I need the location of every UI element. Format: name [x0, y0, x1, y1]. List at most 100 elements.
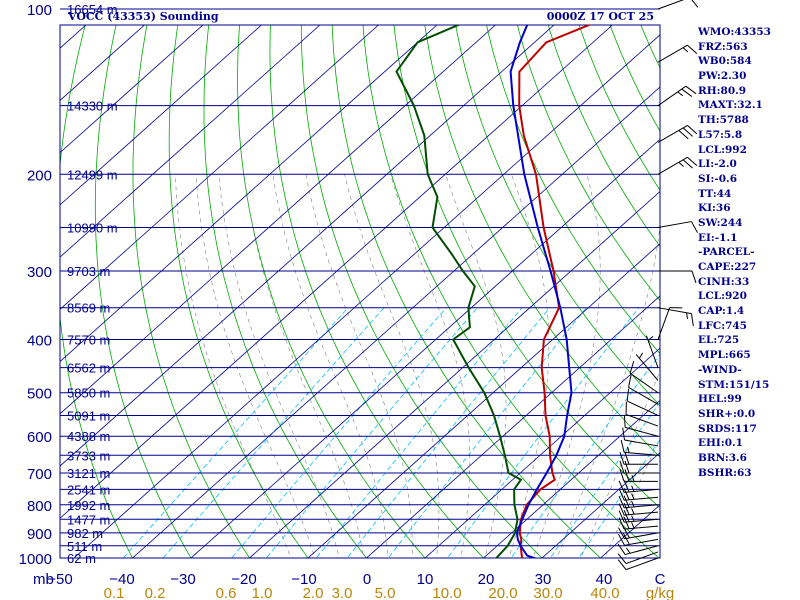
moist-adiabat--2: [218, 174, 340, 558]
isotherm--110: [60, 25, 321, 258]
pressure-unit-label: mb: [33, 571, 54, 588]
isotherm-20: [483, 399, 660, 558]
mixing-ratio-line-0.1: [122, 307, 349, 558]
barb-feather-6-5: [623, 509, 630, 522]
mixing-ratio-label-5: 3.0: [332, 585, 353, 600]
wind-barb-25: [658, 270, 697, 284]
isotherm--20: [249, 190, 660, 558]
barb-half-8: [631, 500, 635, 508]
isotherm-30: [541, 452, 660, 558]
mixing-ratio-label-7: 10.0: [432, 585, 461, 600]
param-21: EL:725: [698, 334, 740, 347]
isotherm--40: [132, 86, 660, 558]
barb-staff-28: [657, 124, 688, 143]
wind-barb-6: [618, 509, 659, 523]
mixing-ratio-line-5: [387, 307, 587, 558]
isotherm--70: [60, 25, 555, 467]
barb-staff-4: [624, 532, 659, 540]
dry-adiabat--20: [132, 25, 250, 558]
barb-feather-27-0: [687, 156, 698, 167]
barb-staff-5: [624, 525, 659, 530]
plot-frame: [59, 24, 661, 559]
mixing-ratio-label-10: 40.0: [590, 585, 619, 600]
pressure-label-700: 700: [27, 466, 52, 483]
mixing-ratio-line-40: [578, 438, 660, 558]
wind-barb-18: [626, 388, 659, 416]
param-28: EHI:0.1: [698, 437, 743, 450]
barb-staff-17: [625, 413, 659, 427]
barb-staff-10: [624, 488, 659, 493]
barb-feather-3-0: [618, 533, 625, 546]
wind-barb-17: [625, 401, 659, 427]
barb-half-11: [631, 475, 635, 482]
param-27: SRDS:117: [698, 422, 757, 435]
barb-staff-14: [624, 451, 659, 456]
mixing-ratio-line-0.2: [162, 307, 385, 558]
barb-feather-24-0: [690, 313, 694, 327]
barb-staff-22: [645, 335, 659, 368]
temp-tick-1: −40: [109, 571, 134, 588]
chart-title: VOCC (43353) Sounding: [68, 10, 219, 23]
wind-barb-28: [657, 124, 698, 143]
param-13: SW:244: [698, 216, 743, 229]
barb-staff-24: [657, 307, 692, 315]
param-3: PW:2.30: [698, 70, 747, 83]
barb-staff-16: [625, 426, 659, 437]
barb-feather-16-0: [623, 414, 626, 428]
dry-adiabat-70: [424, 25, 660, 458]
barb-feather-30-0: [687, 44, 698, 54]
barb-staff-9: [624, 496, 659, 501]
barb-staff-6: [624, 518, 659, 523]
isotherm--10: [307, 243, 660, 558]
moist-adiabat-34: [556, 222, 660, 558]
temp-tick-0: −50: [47, 571, 72, 588]
param-11: TT:44: [698, 187, 732, 200]
barb-feather-12-5: [624, 460, 630, 474]
wind-barb-30: [657, 44, 698, 63]
height-label-800: 1992 m: [67, 498, 110, 513]
param-15: -PARCEL-: [698, 246, 755, 259]
dry-adiabat-10: [237, 25, 426, 558]
isotherm--90: [60, 25, 438, 363]
barb-staff-3: [624, 538, 659, 546]
height-label-750: 2541 m: [67, 482, 110, 497]
barb-feather-11-0: [619, 469, 625, 482]
series-dewpoint: [395, 25, 523, 558]
barb-staff-21: [635, 354, 659, 381]
barb-staff-27: [657, 156, 688, 175]
param-8: LCL:992: [698, 143, 747, 156]
height-label-350: 8569 m: [67, 301, 110, 316]
wind-barb-1: [617, 551, 659, 565]
series-temperature: [518, 25, 592, 558]
barb-staff-26: [657, 221, 692, 228]
barb-feather-9-0: [618, 488, 625, 501]
barb-half-9: [631, 493, 635, 500]
barb-staff-18: [626, 400, 659, 416]
moist-adiabat-22: [445, 174, 507, 558]
moist-adiabat--10: [175, 174, 292, 558]
barb-staff-8: [624, 504, 659, 509]
isotherm--50: [73, 34, 660, 558]
moist-adiabat-10: [305, 174, 413, 558]
mixing-ratio-label-6: 5.0: [375, 585, 396, 600]
barb-feather-26-0: [691, 221, 698, 233]
moist-adiabat-6: [272, 174, 389, 558]
wind-barb-9: [618, 487, 659, 501]
param-5: MAXT:32.1: [698, 99, 763, 112]
param-26: SHR+:0.0: [698, 407, 756, 420]
mixing-ratio-line-20: [510, 353, 660, 558]
barb-feather-10-5: [623, 480, 630, 493]
barb-feather-15-0: [622, 427, 626, 441]
height-label-150: 14330 m: [67, 99, 118, 114]
pressure-label-300: 300: [27, 264, 52, 281]
barb-feather-9-5: [623, 487, 630, 500]
temp-tick-9: 40: [596, 571, 613, 588]
moist-adiabat-30: [532, 174, 601, 558]
temp-tick-5: 0: [363, 571, 371, 588]
param-9: LI:-2.0: [698, 158, 737, 171]
wind-barb-12: [619, 460, 658, 474]
background-lines: [60, 25, 660, 558]
param-17: CINH:33: [698, 275, 750, 288]
wind-barb-27: [657, 156, 698, 175]
height-label-200: 12499 m: [67, 167, 118, 182]
